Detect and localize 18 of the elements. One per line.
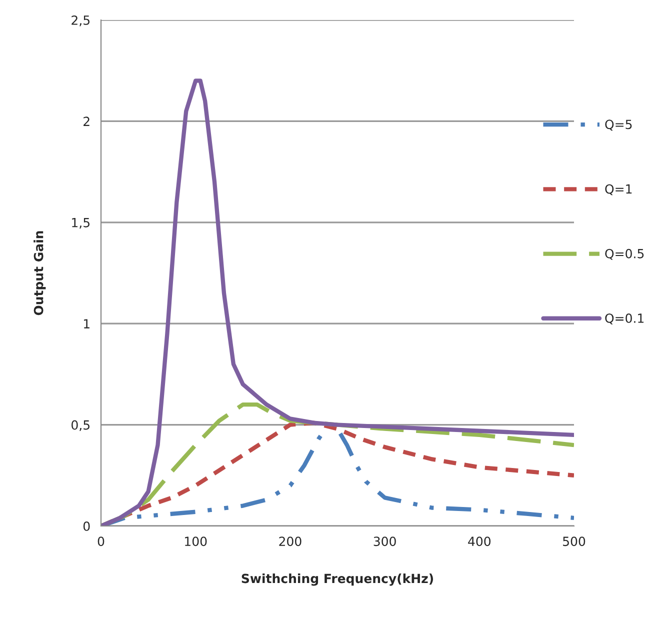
legend-label: Q=1 xyxy=(605,184,632,196)
y-axis-title: Output Gain xyxy=(34,231,46,316)
y-tick-label: 0 xyxy=(83,521,90,531)
legend-label: Q=0.1 xyxy=(605,313,644,324)
legend-label: Q=5 xyxy=(605,120,632,131)
y-tick-label: 1 xyxy=(84,319,90,328)
x-tick-label: 200 xyxy=(279,536,302,546)
legend-label: Q=0.5 xyxy=(605,248,644,260)
x-tick-label: 500 xyxy=(563,536,586,546)
x-tick-label: 0 xyxy=(98,536,104,546)
x-axis-title: Swithching Frequency(kHz) xyxy=(242,574,433,586)
y-tick-label: 2,5 xyxy=(72,15,90,26)
x-tick-label: 300 xyxy=(374,536,396,546)
y-tick-label: 0,5 xyxy=(72,420,90,431)
x-tick-label: 400 xyxy=(468,536,490,546)
y-tick-label: 2 xyxy=(84,116,90,126)
x-tick-label: 100 xyxy=(185,536,207,546)
y-tick-label: 1,5 xyxy=(72,218,90,229)
